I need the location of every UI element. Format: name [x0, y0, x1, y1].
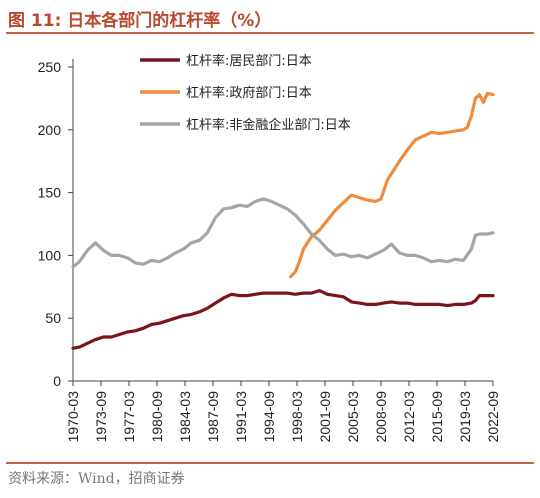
x-tick-label: 2019-03 [457, 391, 473, 443]
x-tick-label: 1994-09 [261, 391, 277, 443]
title-divider [6, 32, 534, 34]
series-line-household [71, 289, 495, 350]
x-tick-label: 1987-09 [205, 391, 221, 443]
y-tick-label: 150 [38, 185, 62, 201]
y-tick-label: 250 [38, 59, 62, 75]
legend-label-government: 杠杆率:政府部门:日本 [186, 85, 312, 101]
source-note: 资料来源：Wind，招商证券 [8, 471, 185, 487]
footer-divider [6, 462, 534, 464]
x-tick-label: 2001-09 [317, 391, 333, 443]
line-chart: 0 50 100 150 200 250 1970-03 1973-09 1977-03 1980… [38, 53, 501, 442]
x-tick-label: 2022-09 [485, 391, 501, 443]
series-line-nonfinancial [71, 197, 495, 269]
chart-axes: 0 50 100 150 200 250 1970-03 1973-09 1977-03 1980… [38, 59, 501, 442]
x-tick-label: 1980-09 [149, 391, 165, 443]
x-tick-label: 1973-09 [93, 391, 109, 443]
x-tick-label: 2008-09 [373, 391, 389, 443]
legend-label-household: 杠杆率:居民部门:日本 [186, 53, 312, 69]
x-tick-label: 1977-03 [121, 391, 137, 443]
y-tick-label: 100 [38, 247, 62, 263]
x-tick-label: 2015-09 [429, 391, 445, 443]
figure-title: 图 11: 日本各部门的杠杆率（%） [8, 11, 272, 31]
x-tick-label: 1991-03 [233, 391, 249, 443]
y-tick-label: 200 [38, 122, 62, 138]
x-tick-label: 2005-03 [345, 391, 361, 443]
x-tick-label: 1998-03 [289, 391, 305, 443]
x-tick-label: 2012-03 [401, 391, 417, 443]
chart-lines [71, 91, 495, 350]
x-tick-label: 1970-03 [65, 391, 81, 443]
series-line-government [289, 91, 495, 279]
x-tick-label: 1984-03 [177, 391, 193, 443]
legend-label-nonfinancial: 杠杆率:非金融企业部门:日本 [186, 117, 351, 133]
y-tick-label: 50 [45, 310, 61, 326]
y-tick-label: 0 [53, 373, 61, 389]
